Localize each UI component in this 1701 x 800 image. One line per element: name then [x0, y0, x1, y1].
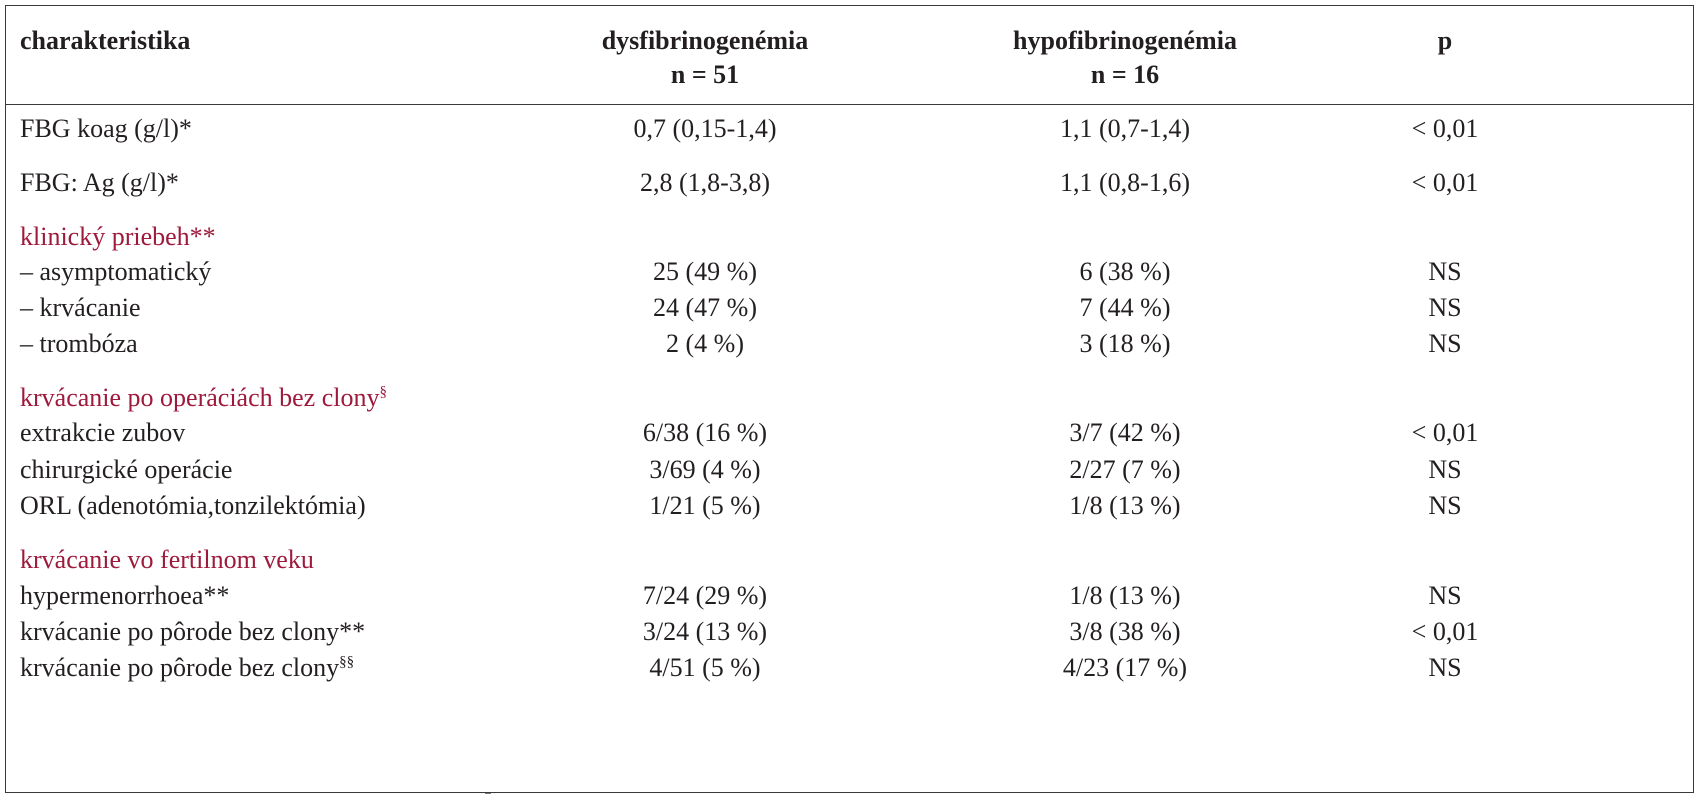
section-title-sup: §	[379, 384, 387, 400]
table-row: FBG: Ag (g/l)* 2,8 (1,8-3,8) 1,1 (0,8-1,…	[0, 166, 1701, 200]
row-label: krvácanie po pôrode bez clony§§	[20, 653, 355, 682]
header-characteristic: charakteristika	[20, 26, 191, 55]
row-p-value: NS	[1428, 581, 1462, 610]
table-row: chirurgické operácie 3/69 (4 %) 2/27 (7 …	[0, 453, 1701, 487]
table-row: ORL (adenotómia,tonzilektómia) 1/21 (5 %…	[0, 489, 1701, 523]
table-row: – asymptomatický 25 (49 %) 6 (38 %) NS	[0, 255, 1701, 289]
row-hypo-value: 4/23 (17 %)	[1062, 653, 1188, 682]
row-dys-value: 2,8 (1,8-3,8)	[640, 168, 770, 197]
header-hypo-n: n = 16	[1090, 60, 1160, 89]
section-title: krvácanie vo fertilnom veku	[20, 545, 314, 574]
row-hypo-value: 1/8 (13 %)	[1069, 581, 1181, 610]
row-hypo-value: 6 (38 %)	[1079, 257, 1171, 286]
row-p-value: NS	[1428, 293, 1462, 322]
table-header-row: charakteristika dysfibrinogenémia hypofi…	[0, 24, 1701, 58]
row-dys-value: 1/21 (5 %)	[649, 491, 761, 520]
row-label-sup: §§	[339, 654, 355, 670]
row-hypo-value: 3 (18 %)	[1079, 329, 1171, 358]
row-dys-value: 6/38 (16 %)	[642, 418, 768, 447]
table-row: – trombóza 2 (4 %) 3 (18 %) NS	[0, 327, 1701, 361]
table-frame	[5, 5, 1694, 793]
row-label: – krvácanie	[20, 293, 141, 322]
header-dysfibrinogenemia: dysfibrinogenémia	[601, 26, 809, 55]
row-hypo-value: 1,1 (0,8-1,6)	[1060, 168, 1190, 197]
row-label: chirurgické operácie	[20, 455, 233, 484]
section-title-fertile-age-bleeding: krvácanie vo fertilnom veku	[0, 543, 1701, 577]
row-dys-value: 25 (49 %)	[653, 257, 757, 286]
row-hypo-value: 2/27 (7 %)	[1069, 455, 1181, 484]
row-dys-value: 2 (4 %)	[666, 329, 744, 358]
section-title-surgery-bleeding: krvácanie po operáciách bez clony§	[0, 381, 1701, 415]
row-p-value: NS	[1428, 455, 1462, 484]
row-label: hypermenorrhoea**	[20, 581, 230, 610]
row-hypo-value: 3/8 (38 %)	[1069, 617, 1181, 646]
row-label: FBG koag (g/l)*	[20, 114, 192, 143]
table-row: FBG koag (g/l)* 0,7 (0,15-1,4) 1,1 (0,7-…	[0, 112, 1701, 146]
row-dys-value: 3/69 (4 %)	[649, 455, 761, 484]
section-title-clinical-course: klinický priebeh**	[0, 220, 1701, 254]
footnote-mark-fragment	[485, 793, 491, 798]
header-dys-n: n = 51	[670, 60, 740, 89]
row-p-value: NS	[1428, 653, 1462, 682]
header-hypofibrinogenemia: hypofibrinogenémia	[1013, 26, 1237, 55]
table-row: extrakcie zubov 6/38 (16 %) 3/7 (42 %) <…	[0, 416, 1701, 450]
row-hypo-value: 7 (44 %)	[1079, 293, 1171, 322]
row-hypo-value: 3/7 (42 %)	[1069, 418, 1181, 447]
row-p-value: < 0,01	[1411, 418, 1479, 447]
row-hypo-value: 1/8 (13 %)	[1069, 491, 1181, 520]
row-p-value: NS	[1428, 257, 1462, 286]
row-dys-value: 4/51 (5 %)	[649, 653, 761, 682]
table-row: krvácanie po pôrode bez clony** 3/24 (13…	[0, 615, 1701, 649]
row-p-value: NS	[1428, 329, 1462, 358]
row-label: extrakcie zubov	[20, 418, 186, 447]
header-divider	[5, 104, 1694, 105]
section-title: klinický priebeh**	[20, 222, 216, 251]
header-p: p	[1437, 26, 1453, 55]
row-p-value: < 0,01	[1411, 114, 1479, 143]
row-p-value: < 0,01	[1411, 168, 1479, 197]
table-row: krvácanie po pôrode bez clony§§ 4/51 (5 …	[0, 651, 1701, 685]
row-dys-value: 7/24 (29 %)	[642, 581, 768, 610]
row-label: – asymptomatický	[20, 257, 212, 286]
row-label: FBG: Ag (g/l)*	[20, 168, 179, 197]
row-dys-value: 24 (47 %)	[653, 293, 757, 322]
row-label: ORL (adenotómia,tonzilektómia)	[20, 491, 366, 520]
row-dys-value: 0,7 (0,15-1,4)	[633, 114, 777, 143]
row-hypo-value: 1,1 (0,7-1,4)	[1060, 114, 1190, 143]
table-row: hypermenorrhoea** 7/24 (29 %) 1/8 (13 %)…	[0, 579, 1701, 613]
table-row: – krvácanie 24 (47 %) 7 (44 %) NS	[0, 291, 1701, 325]
row-label: – trombóza	[20, 329, 138, 358]
row-p-value: < 0,01	[1411, 617, 1479, 646]
table-header-n-row: n = 51 n = 16	[0, 58, 1701, 92]
row-label: krvácanie po pôrode bez clony**	[20, 617, 366, 646]
row-p-value: NS	[1428, 491, 1462, 520]
section-title: krvácanie po operáciách bez clony§	[20, 383, 387, 412]
row-dys-value: 3/24 (13 %)	[642, 617, 768, 646]
